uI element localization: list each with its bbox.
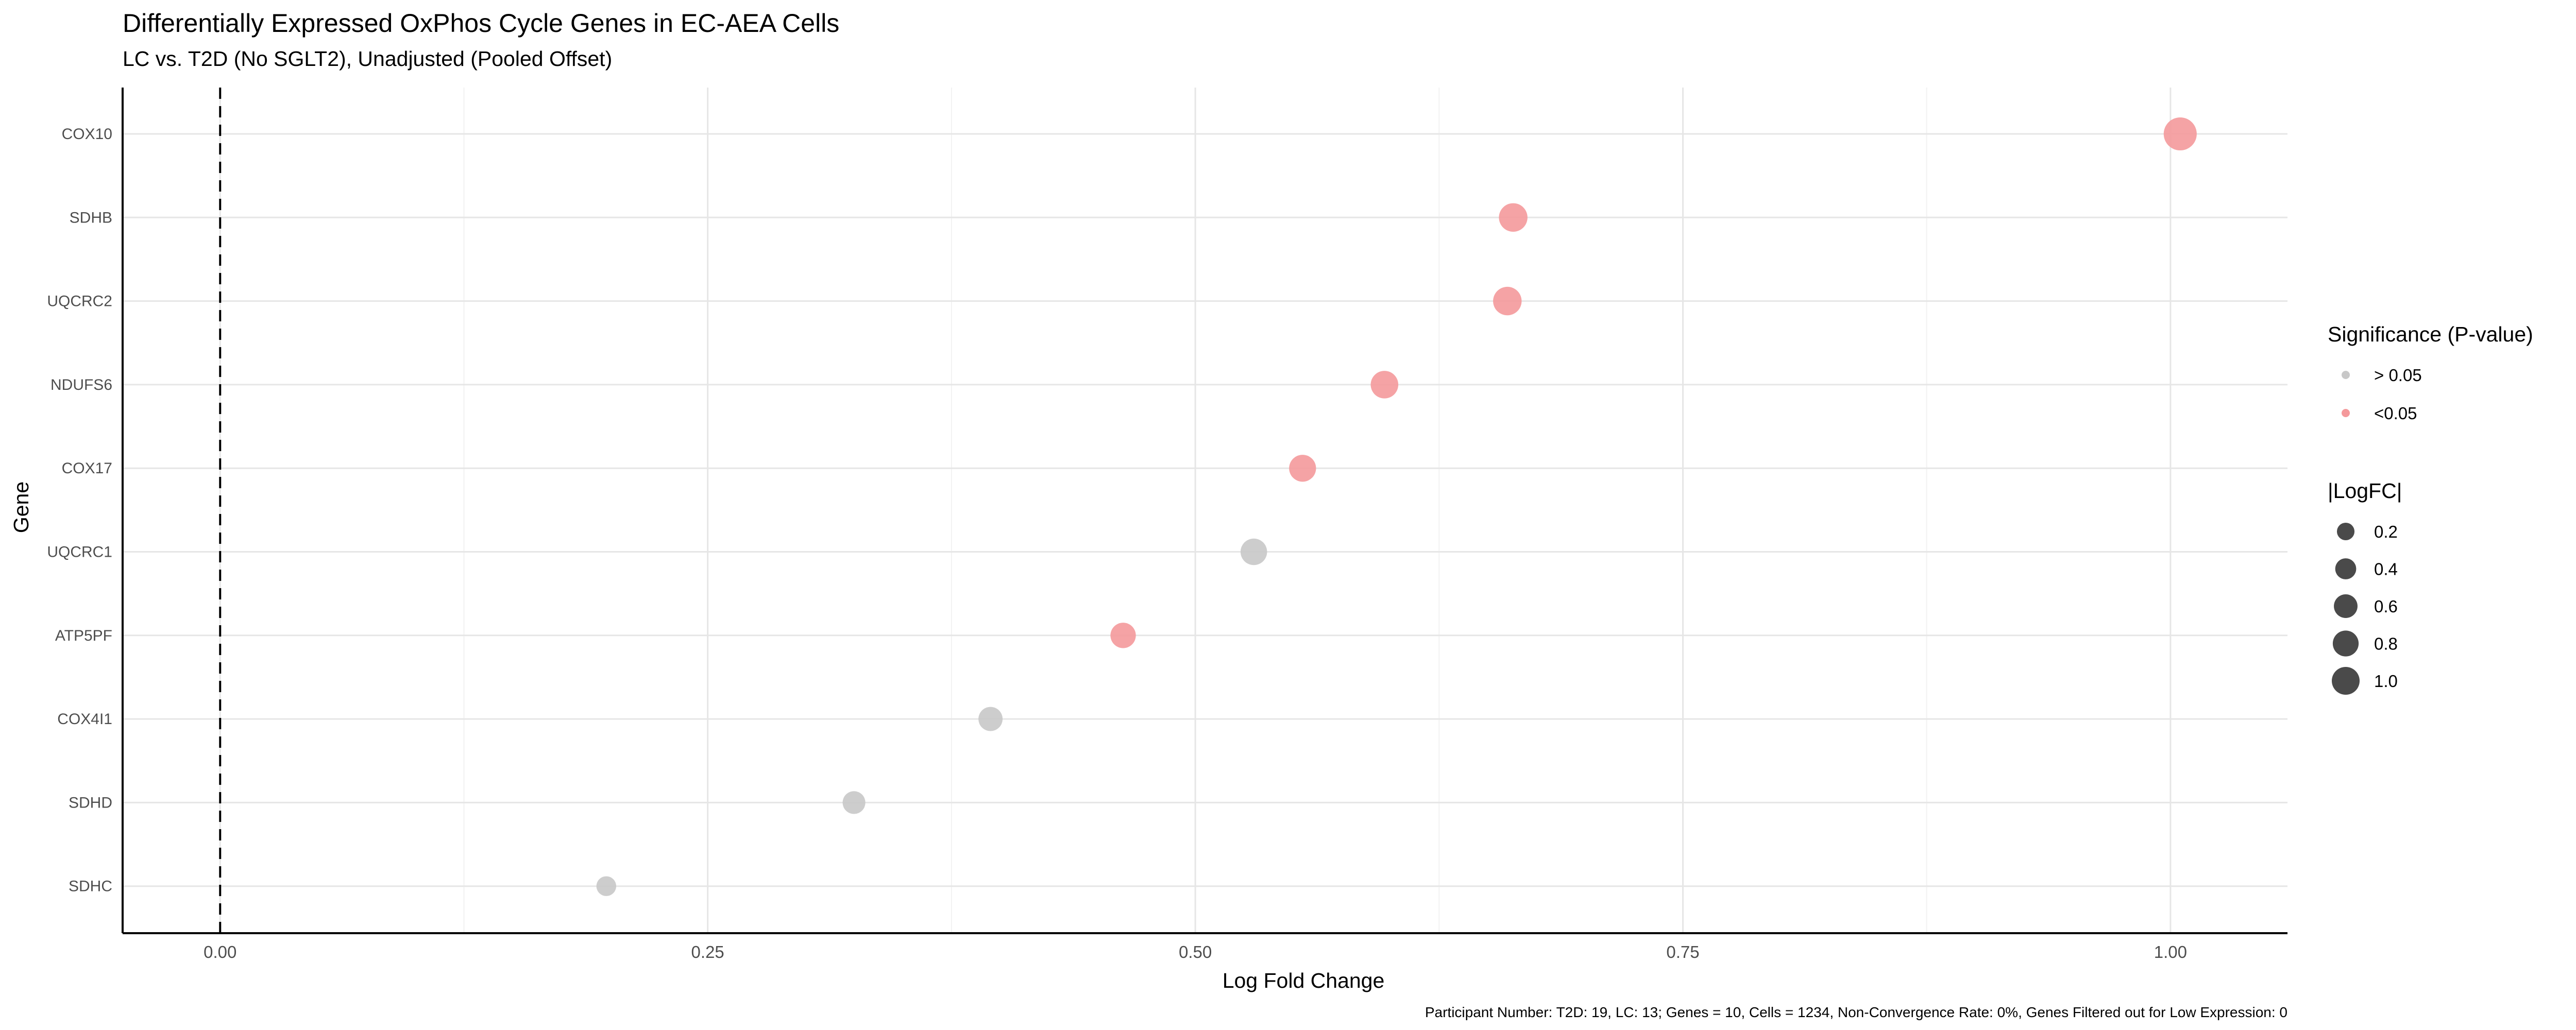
data-point-sdhc: [596, 876, 617, 896]
legend-significance-label: > 0.05: [2374, 366, 2422, 385]
y-tick-label: SDHC: [69, 878, 112, 895]
legend-significance-key: [2342, 409, 2350, 417]
y-tick-label: COX10: [62, 126, 112, 143]
legend-significance-key: [2342, 371, 2350, 379]
grid-lines: [123, 88, 2287, 933]
data-point-cox17: [1289, 455, 1316, 482]
legend-logfc: |LogFC| 0.2 0.4 0.6 0.8 1.0: [2328, 479, 2402, 695]
data-point-ndufs6: [1370, 371, 1399, 399]
axes: [122, 88, 2287, 934]
legend-significance-title: Significance (P-value): [2328, 322, 2533, 346]
data-point-atp5pf: [1110, 623, 1136, 648]
legend-logfc-key: [2332, 630, 2359, 657]
y-tick-label: ATP5PF: [55, 627, 112, 644]
y-tick-labels: COX10 SDHB UQCRC2 NDUFS6 COX17 UQCRC1 ATP5PF CO…: [47, 126, 112, 895]
y-tick-label: SDHD: [69, 794, 112, 811]
x-tick-label: 1.00: [2154, 942, 2187, 962]
chart-subtitle: LC vs. T2D (No SGLT2), Unadjusted (Poole…: [123, 47, 612, 71]
data-points: [596, 117, 2197, 896]
y-tick-label: COX4I1: [57, 711, 112, 728]
x-axis-title: Log Fold Change: [1223, 969, 1385, 992]
legend-logfc-label: 1.0: [2374, 672, 2398, 691]
x-tick-labels: 0.00 0.25 0.50 0.75 1.00: [204, 942, 2187, 962]
chart-caption: Participant Number: T2D: 19, LC: 13; Gen…: [1425, 1004, 2287, 1020]
legend-logfc-key: [2334, 594, 2358, 618]
x-tick-label: 0.50: [1179, 942, 1212, 962]
x-tick-label: 0.75: [1666, 942, 1699, 962]
data-point-uqcrc1: [1240, 538, 1267, 565]
legend-logfc-key: [2336, 522, 2355, 541]
chart-title: Differentially Expressed OxPhos Cycle Ge…: [123, 9, 839, 38]
data-point-cox10: [2163, 117, 2197, 151]
y-tick-label: SDHB: [70, 209, 112, 226]
x-tick-label: 0.25: [691, 942, 724, 962]
legend-logfc-key: [2335, 558, 2357, 579]
legend-logfc-label: 0.4: [2374, 560, 2398, 579]
legend-significance-label: <0.05: [2374, 404, 2417, 423]
legend-logfc-label: 0.8: [2374, 634, 2398, 654]
y-tick-label: UQCRC1: [47, 544, 112, 561]
legend-logfc-label: 0.2: [2374, 522, 2398, 541]
data-point-cox4i1: [978, 707, 1003, 731]
legend-logfc-key: [2332, 667, 2360, 695]
data-point-sdhb: [1499, 203, 1528, 232]
legend-logfc-title: |LogFC|: [2328, 479, 2402, 503]
y-tick-label: COX17: [62, 460, 112, 477]
y-tick-label: UQCRC2: [47, 293, 112, 310]
y-tick-label: NDUFS6: [50, 376, 112, 393]
legend-significance: Significance (P-value) > 0.05 <0.05: [2328, 322, 2533, 423]
data-point-uqcrc2: [1493, 286, 1522, 316]
y-axis-title: Gene: [9, 482, 33, 533]
legend-logfc-label: 0.6: [2374, 597, 2398, 616]
data-point-sdhd: [842, 791, 866, 814]
x-tick-label: 0.00: [204, 942, 236, 962]
